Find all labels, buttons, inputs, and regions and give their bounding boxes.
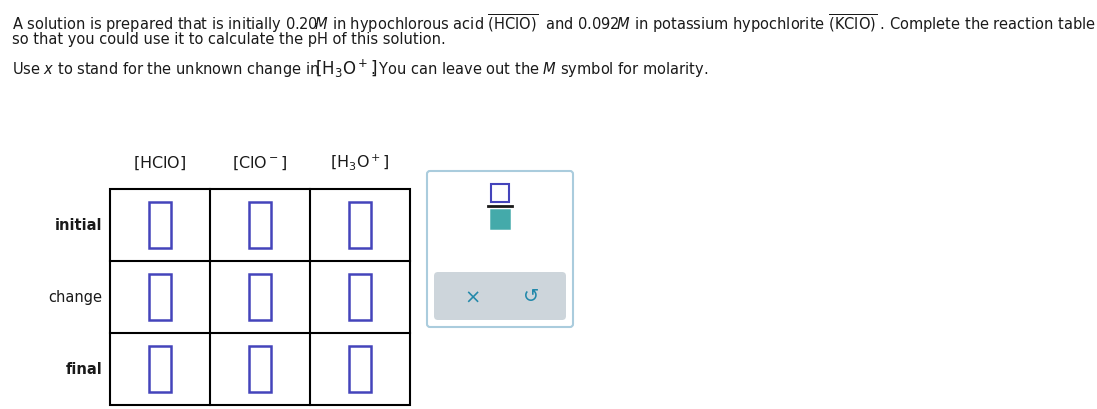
- Text: ↺: ↺: [522, 287, 539, 306]
- Bar: [349, 274, 371, 320]
- Text: $\times$: $\times$: [464, 287, 479, 306]
- Text: $\!\!$. You can leave out the $\mathit{M}$ symbol for molarity.: $\!\!$. You can leave out the $\mathit{M…: [371, 60, 709, 79]
- Text: so that you could use it to calculate the pH of this solution.: so that you could use it to calculate th…: [12, 32, 445, 47]
- Bar: [110, 189, 410, 405]
- Bar: [149, 274, 171, 320]
- Text: $[\mathrm{ClO^-}]$: $[\mathrm{ClO^-}]$: [233, 154, 287, 172]
- Text: $[\mathrm{HClO}]$: $[\mathrm{HClO}]$: [134, 154, 186, 172]
- Bar: [249, 274, 271, 320]
- Bar: [149, 346, 171, 392]
- Bar: [149, 202, 171, 248]
- Bar: [249, 346, 271, 392]
- Text: change: change: [48, 290, 102, 305]
- Text: A solution is prepared that is initially $0.20\!\mathit{M}$ in hypochlorous acid: A solution is prepared that is initially…: [12, 12, 1097, 34]
- Bar: [491, 184, 509, 202]
- FancyBboxPatch shape: [434, 272, 566, 320]
- Text: initial: initial: [55, 218, 102, 233]
- Text: Use $\mathit{x}$ to stand for the unknown change in: Use $\mathit{x}$ to stand for the unknow…: [12, 60, 319, 79]
- FancyBboxPatch shape: [427, 172, 573, 327]
- Text: $[\mathrm{H_3O^+}]$: $[\mathrm{H_3O^+}]$: [330, 152, 389, 172]
- Bar: [349, 346, 371, 392]
- Bar: [349, 202, 371, 248]
- Bar: [249, 202, 271, 248]
- Text: final: final: [65, 362, 102, 377]
- Text: $\left[\mathrm{H_3O^+}\right]$: $\left[\mathrm{H_3O^+}\right]$: [315, 58, 377, 80]
- Bar: [491, 211, 509, 229]
